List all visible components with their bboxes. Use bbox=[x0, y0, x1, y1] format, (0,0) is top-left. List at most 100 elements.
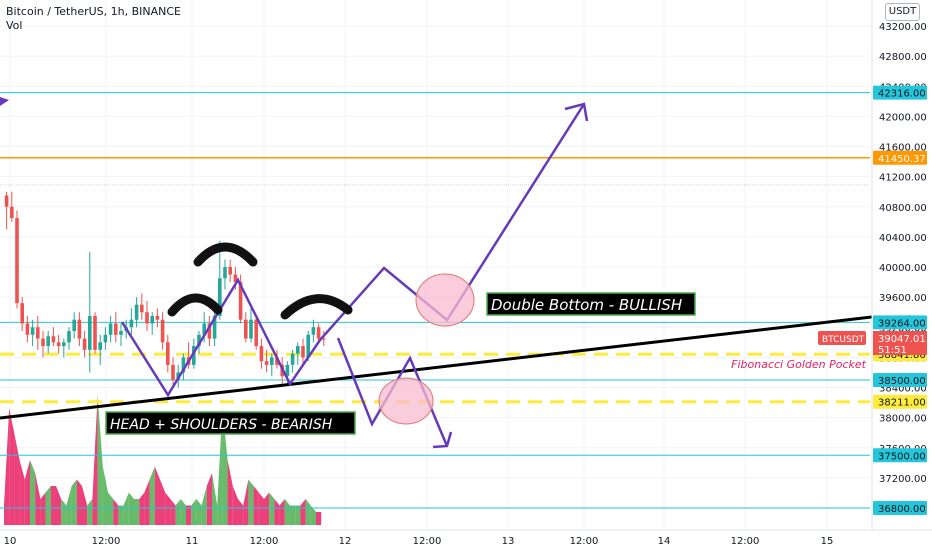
candle bbox=[322, 331, 326, 347]
volume-segment bbox=[160, 479, 166, 525]
highlight-circle bbox=[415, 273, 475, 327]
candle-body bbox=[67, 331, 71, 343]
currency-button[interactable]: USDT bbox=[885, 3, 920, 21]
volume-segment bbox=[40, 492, 46, 525]
candle-body bbox=[285, 364, 290, 377]
volume-segment bbox=[170, 499, 176, 525]
price-tick: 42000.00 bbox=[879, 112, 927, 123]
candle-body bbox=[119, 331, 123, 335]
candle bbox=[228, 259, 232, 283]
volume-segment bbox=[14, 434, 20, 525]
candle bbox=[77, 312, 82, 347]
volume-segment bbox=[50, 486, 56, 525]
volume-segment bbox=[92, 395, 98, 525]
highlight-circle bbox=[378, 377, 434, 425]
candle bbox=[20, 297, 24, 332]
volume-segment bbox=[61, 499, 67, 525]
volume-segment bbox=[227, 460, 233, 525]
current-price-tag bbox=[873, 331, 927, 355]
candle bbox=[212, 308, 217, 347]
double-bottom-label: Double Bottom - BULLISH bbox=[491, 296, 682, 314]
volume-segment bbox=[274, 499, 280, 525]
candle bbox=[155, 308, 160, 328]
countdown-label: 51:51 bbox=[878, 345, 907, 356]
candle bbox=[223, 259, 227, 290]
price-axis[interactable]: 43200.0042800.0042400.0042000.0041600.00… bbox=[818, 0, 932, 530]
volume-segment bbox=[248, 479, 254, 525]
time-tick: 12 bbox=[339, 536, 352, 547]
candle-body bbox=[93, 315, 97, 350]
volume-segment bbox=[102, 466, 108, 525]
candle bbox=[140, 293, 144, 320]
volume-segment bbox=[19, 460, 25, 525]
head-arc bbox=[193, 242, 258, 267]
candle bbox=[145, 300, 149, 332]
candle-body bbox=[301, 346, 305, 358]
volume-segment bbox=[118, 505, 124, 525]
volume-segment bbox=[139, 492, 145, 525]
candle-body bbox=[103, 334, 108, 343]
candle-body bbox=[129, 319, 134, 328]
candle-body bbox=[228, 267, 232, 275]
volume-segment bbox=[97, 395, 103, 525]
volume-segment bbox=[113, 499, 119, 525]
fib-label: Fibonacci Golden Pocket bbox=[731, 358, 867, 371]
double-bottom-box bbox=[486, 292, 696, 316]
candle-body bbox=[98, 342, 102, 350]
volume-segment bbox=[24, 460, 30, 525]
level-price-label: 39264.00 bbox=[878, 318, 926, 329]
time-tick: 12:00 bbox=[731, 536, 760, 547]
pattern-path bbox=[120, 103, 586, 398]
current-price-label: 39047.01 bbox=[878, 334, 926, 345]
volume-segment bbox=[154, 466, 160, 525]
price-tick: 41200.00 bbox=[879, 173, 927, 184]
candle bbox=[316, 323, 321, 343]
time-axis[interactable]: 10 12:00 11 12:00 12 12:00 13 12:00 14 12:00 15 bbox=[0, 529, 932, 550]
candle bbox=[93, 312, 97, 354]
level-price-tag bbox=[873, 448, 927, 463]
candle-body bbox=[202, 323, 206, 335]
candle bbox=[150, 312, 154, 335]
volume-segment bbox=[206, 473, 212, 525]
price-tick: 41600.00 bbox=[879, 143, 927, 154]
price-tick: 40400.00 bbox=[879, 233, 927, 244]
level-price-tag bbox=[873, 372, 927, 387]
candle-body bbox=[155, 315, 160, 320]
volume-segment bbox=[108, 492, 114, 525]
level-price-label: 38841.86 bbox=[878, 350, 926, 361]
volume-segment bbox=[222, 408, 228, 525]
volume-segment bbox=[253, 486, 259, 525]
volume-segment bbox=[45, 486, 51, 525]
volume-segment bbox=[305, 499, 311, 525]
symbol-tag-label: BTCUSDT bbox=[822, 335, 865, 345]
volume-segment bbox=[71, 479, 77, 525]
volume-segment bbox=[290, 505, 296, 525]
candle-body bbox=[15, 218, 19, 304]
arrow-head-down bbox=[432, 431, 453, 449]
candle-body bbox=[270, 357, 274, 365]
price-tick: 40800.00 bbox=[879, 203, 927, 214]
candle-body bbox=[233, 274, 238, 283]
candle-body bbox=[145, 312, 149, 324]
volume-segment bbox=[264, 492, 270, 525]
candle bbox=[296, 342, 300, 365]
candle-body bbox=[36, 327, 40, 339]
candle-body bbox=[244, 319, 248, 339]
candle bbox=[103, 327, 108, 350]
candle-body bbox=[62, 342, 66, 347]
price-tick: 40000.00 bbox=[879, 263, 927, 274]
level-price-label: 37500.00 bbox=[878, 451, 926, 462]
candle-body bbox=[207, 323, 212, 339]
volume-area bbox=[4, 395, 322, 525]
candle bbox=[301, 338, 305, 365]
candle-body bbox=[254, 319, 258, 347]
symbol-tag bbox=[818, 331, 866, 345]
volume-segment bbox=[134, 499, 140, 525]
volume-segment bbox=[186, 505, 192, 525]
candle-body bbox=[171, 364, 175, 380]
candle bbox=[25, 315, 30, 343]
volume-segment bbox=[300, 499, 306, 525]
shoulder-arc bbox=[167, 293, 223, 317]
candle bbox=[4, 191, 9, 230]
